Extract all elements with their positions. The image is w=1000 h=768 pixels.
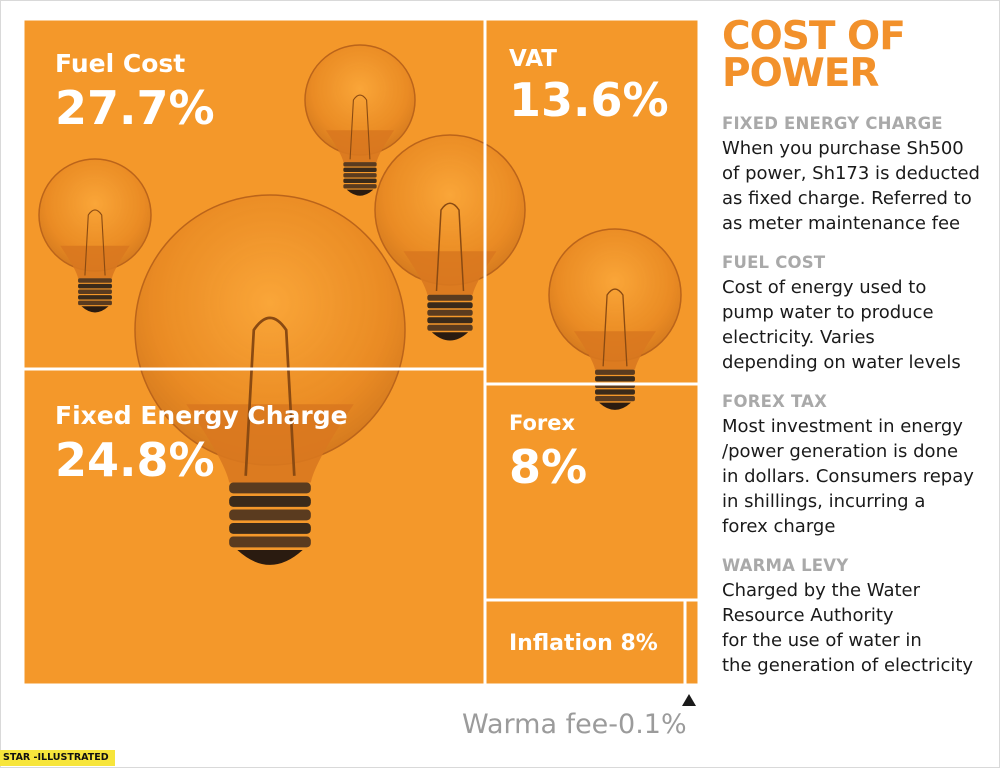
tile-label-vat: VAT: [509, 46, 557, 72]
tile-label-forex: Forex: [509, 411, 576, 435]
section-heading: FUEL COST: [722, 253, 826, 272]
section-heading: WARMA LEVY: [722, 556, 849, 575]
tile-value-forex: 8%: [509, 440, 587, 494]
legend-panel: COST OF POWER FIXED ENERGY CHARGE When y…: [722, 14, 992, 695]
tile-value-fuel-cost: 27.7%: [55, 81, 215, 135]
light-bulb-icon: [374, 134, 526, 341]
treemap-border: [23, 19, 699, 685]
tile-value-vat: 13.6%: [509, 73, 669, 127]
light-bulb-icon: [304, 44, 416, 196]
section-heading: FIXED ENERGY CHARGE: [722, 114, 943, 133]
warma-fee-annotation: Warma fee-0.1%: [462, 709, 687, 740]
section-forex-tax: FOREX TAX Most investment in energy /pow…: [722, 392, 992, 539]
light-bulb-icon: [38, 158, 152, 313]
section-body: Charged by the Water Resource Authority …: [722, 580, 974, 676]
tile-label-inflation: Inflation 8%: [509, 631, 658, 656]
panel-title: COST OF POWER: [722, 14, 906, 96]
section-body: When you purchase Sh500 of power, Sh173 …: [722, 138, 980, 234]
section-body: Most investment in energy /power generat…: [722, 416, 974, 537]
tile-label-fuel-cost: Fuel Cost: [55, 49, 185, 78]
section-warma-levy: WARMA LEVY Charged by the Water Resource…: [722, 556, 992, 678]
tile-value-fixed-energy-charge: 24.8%: [55, 433, 215, 487]
tile-label-fixed-energy-charge: Fixed Energy Charge: [55, 401, 348, 430]
section-fixed-energy-charge: FIXED ENERGY CHARGE When you purchase Sh…: [722, 114, 992, 236]
light-bulb-icon: [134, 194, 406, 565]
warma-fee-arrow-icon: [682, 694, 696, 706]
credit-tag: STAR -ILLUSTRATED: [0, 750, 115, 766]
section-body: Cost of energy used to pump water to pro…: [722, 277, 961, 373]
section-fuel-cost: FUEL COST Cost of energy used to pump wa…: [722, 253, 992, 375]
section-heading: FOREX TAX: [722, 392, 828, 411]
